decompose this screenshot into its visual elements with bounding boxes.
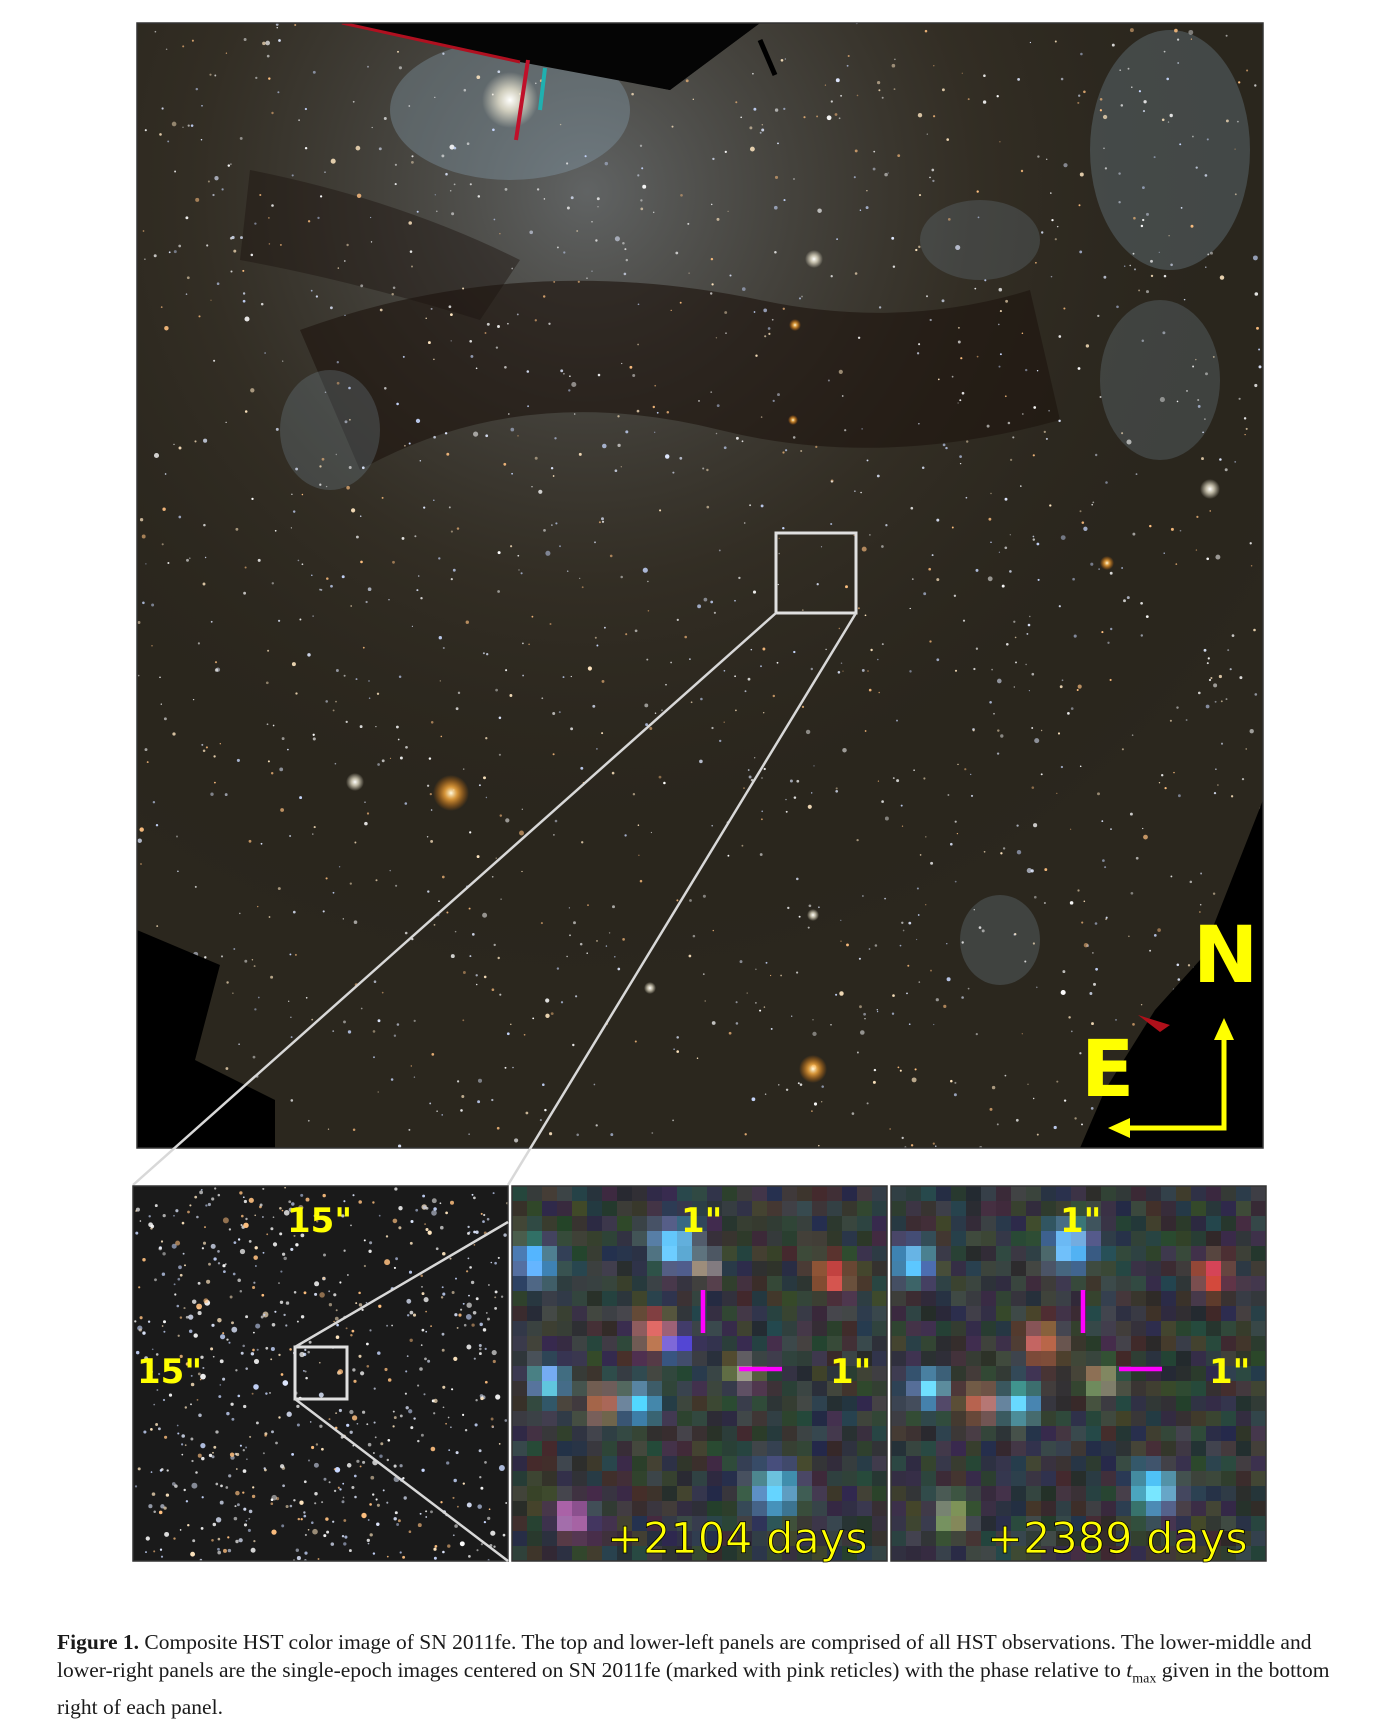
lower-middle-panel-border [511,1185,888,1562]
lr-scale-top: 1" [1060,1201,1101,1241]
north-arrow-head [1214,1018,1234,1040]
ll-scale-top: 15" [287,1201,352,1241]
caption-label: Figure 1. [57,1630,140,1654]
caption-t-symbol: t [1126,1658,1133,1682]
lm-scale-top: 1" [681,1201,722,1241]
lower-right-panel-border [890,1185,1267,1562]
zoom-line-left [132,612,777,1186]
zoom-line-ll-bottom [294,1398,509,1562]
zoom-line-right [506,612,858,1186]
caption-text-2: given in the bottom right of each panel. [57,1658,1330,1720]
lr-phase-label: +2389 days [987,1514,1248,1564]
lower-right-panel-image [891,1186,1267,1562]
caption-text-1: Composite HST color image of SN 2011fe. … [57,1630,1312,1682]
north-label: N [1193,911,1258,1001]
lm-scale-right: 1" [830,1352,871,1392]
compass: N E [1081,911,1258,1138]
ll-scale-left: 15" [137,1352,202,1392]
lower-left-panel-border [132,1185,509,1562]
east-arrow-head [1108,1118,1130,1138]
figure-graphic: N E 15" 15" 1" 1" +2104 days 1" 1" +2389… [132,22,1267,1564]
zoom-box-lower-left [293,1345,349,1401]
top-panel-border [136,22,1264,1149]
figure-caption: Figure 1. Composite HST color image of S… [57,1628,1345,1721]
lower-middle-panel-image [512,1186,888,1562]
lm-phase-label: +2104 days [607,1514,868,1564]
east-label: E [1081,1025,1134,1115]
compass-arrows [1122,1035,1227,1131]
zoom-line-ll-top [294,1220,509,1349]
top-panel-image [137,23,1263,1148]
caption-t-subscript: max [1132,1671,1157,1687]
lr-scale-right: 1" [1209,1352,1250,1392]
zoom-box-top [774,531,858,615]
lower-left-panel-image [133,1186,508,1561]
